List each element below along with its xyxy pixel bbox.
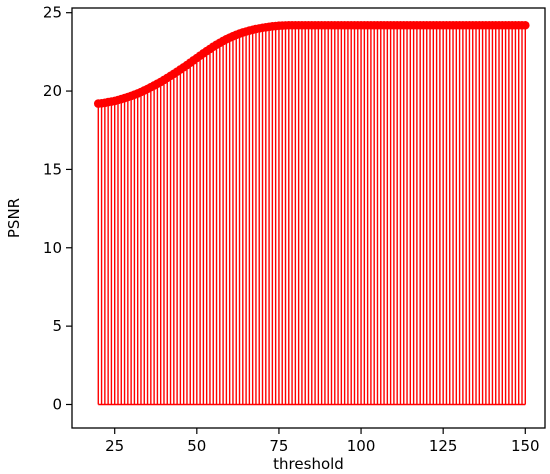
y-axis-label: PSNR bbox=[5, 198, 23, 238]
y-axis-ticks: 0 5 10 15 20 25 bbox=[43, 4, 72, 413]
stem-marker bbox=[520, 20, 530, 30]
y-tick-label: 10 bbox=[43, 239, 62, 257]
x-axis-ticks: 25 50 75 100 125 150 bbox=[105, 428, 540, 455]
x-tick-label: 125 bbox=[429, 437, 458, 455]
x-axis-label: threshold bbox=[273, 455, 344, 473]
x-tick-label: 50 bbox=[187, 437, 206, 455]
x-tick-label: 25 bbox=[105, 437, 124, 455]
y-tick-label: 5 bbox=[52, 317, 62, 335]
stem-lines bbox=[97, 25, 526, 406]
x-tick-label: 75 bbox=[269, 437, 288, 455]
stem-markers bbox=[93, 20, 530, 108]
x-tick-label: 100 bbox=[347, 437, 376, 455]
y-tick-label: 25 bbox=[43, 4, 62, 22]
y-tick-label: 0 bbox=[52, 395, 62, 413]
x-tick-label: 150 bbox=[511, 437, 540, 455]
y-tick-label: 15 bbox=[43, 160, 62, 178]
plot-frame bbox=[71, 7, 546, 429]
y-tick-label: 20 bbox=[43, 82, 62, 100]
